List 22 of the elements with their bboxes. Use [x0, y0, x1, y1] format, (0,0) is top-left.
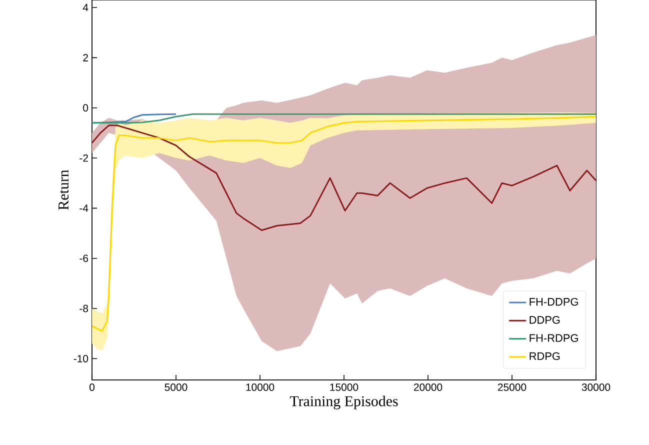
legend-label: DDPG — [530, 316, 560, 324]
legend-label: FH-DDPG — [530, 298, 578, 306]
legend-label: FH-RDPG — [530, 334, 578, 342]
legend-label: RDPG — [530, 352, 560, 360]
x-tick-label: 25000 — [498, 384, 526, 391]
x-axis-title: Training Episodes — [290, 396, 398, 410]
y-tick-label: -6 — [80, 254, 88, 262]
y-tick-label: 0 — [83, 104, 88, 112]
x-tick-label: 0 — [90, 384, 95, 391]
x-tick-label: 30000 — [582, 384, 610, 391]
y-tick-label: -2 — [80, 154, 88, 162]
y-tick-label: -8 — [80, 304, 88, 312]
y-tick-label: -10 — [74, 354, 88, 362]
x-tick-label: 20000 — [414, 384, 442, 391]
y-tick-label: 4 — [82, 4, 88, 12]
x-tick-label: 10000 — [246, 384, 274, 391]
line-series — [92, 124, 596, 231]
y-tick-label: 2 — [83, 54, 88, 62]
y-tick-label: -4 — [80, 204, 88, 212]
x-tick-label: 15000 — [330, 384, 358, 391]
x-tick-label: 5000 — [164, 384, 188, 391]
y-axis-title: Return — [58, 170, 69, 210]
